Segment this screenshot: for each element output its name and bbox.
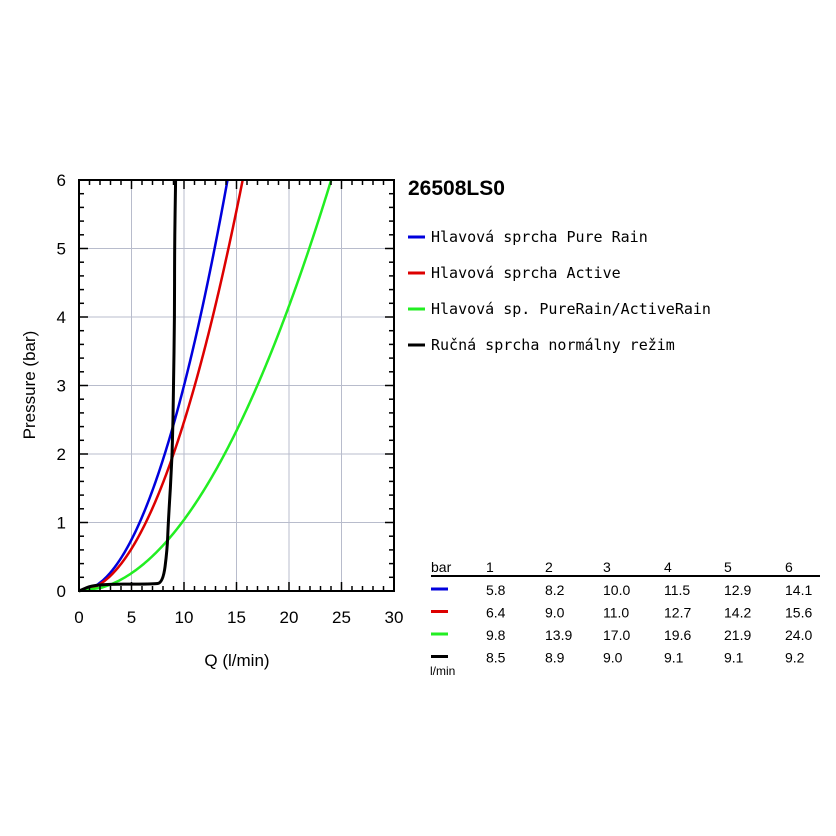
legend-label: Hlavová sprcha Pure Rain (431, 228, 648, 246)
table-cell: 13.9 (545, 627, 572, 643)
table-cell: 9.2 (785, 650, 805, 666)
table-column-header: 5 (724, 559, 732, 575)
legend-label: Hlavová sp. PureRain/ActiveRain (431, 300, 711, 318)
table-cell: 8.2 (545, 582, 565, 598)
x-tick-label: 15 (227, 608, 246, 627)
y-tick-label: 6 (57, 171, 66, 190)
legend: Hlavová sprcha Pure Rain Hlavová sprcha A… (408, 228, 711, 354)
table-cell: 11.5 (664, 582, 690, 598)
table-cell: 21.9 (724, 627, 751, 643)
x-tick-label: 5 (127, 608, 136, 627)
series-curve (78, 179, 229, 593)
table-cell: 9.8 (486, 627, 506, 643)
table-column-header: 4 (664, 559, 672, 575)
table-cell: 19.6 (664, 627, 691, 643)
series-curve (78, 179, 178, 593)
table-cell: 14.2 (724, 605, 751, 621)
table-cell: 12.9 (724, 582, 751, 598)
table-cell: 24.0 (785, 627, 812, 643)
x-tick-label: 30 (385, 608, 404, 627)
table-cell: 9.0 (603, 650, 623, 666)
table-column-header: 3 (603, 559, 611, 575)
x-axis-title: Q (l/min) (204, 651, 269, 670)
y-tick-label: 4 (57, 308, 66, 327)
series-curve (78, 179, 333, 593)
table-cell: 9.1 (664, 650, 684, 666)
chart-curves (78, 179, 333, 593)
x-tick-label: 25 (332, 608, 351, 627)
y-tick-label: 2 (57, 445, 66, 464)
table-cell: 9.0 (545, 605, 565, 621)
table-cell: 10.0 (603, 582, 630, 598)
table-unit-label: l/min (430, 664, 455, 678)
x-tick-label: 10 (175, 608, 194, 627)
table-cell: 15.6 (785, 605, 812, 621)
legend-label: Hlavová sprcha Active (431, 264, 621, 282)
chart-tick-labels: 0 5 10 15 20 25 30 0 1 2 3 4 5 6 (57, 171, 404, 627)
chart-ticks (78, 179, 395, 592)
table-column-header: 2 (545, 559, 553, 575)
table-column-header: 1 (486, 559, 494, 575)
chart-grid (79, 180, 394, 591)
table-cell: 6.4 (486, 605, 506, 621)
y-axis-title: Pressure (bar) (20, 331, 39, 440)
table-cell: 8.5 (486, 650, 506, 666)
table-cell: 12.7 (664, 605, 691, 621)
y-tick-label: 0 (57, 582, 66, 601)
table-cell: 17.0 (603, 627, 630, 643)
y-tick-label: 3 (57, 377, 66, 396)
table-cell: 8.9 (545, 650, 565, 666)
flow-table: bar 1 2 3 4 5 6 5.8 8.2 10.0 11.5 12.9 14.1 6.4 9.0 11.… (430, 559, 820, 678)
table-header-label: bar (431, 559, 452, 575)
table-cell: 5.8 (486, 582, 506, 598)
model-title: 26508LS0 (408, 177, 505, 200)
y-tick-label: 5 (57, 240, 66, 259)
series-curve (78, 179, 244, 593)
table-cell: 14.1 (785, 582, 812, 598)
x-tick-label: 20 (280, 608, 299, 627)
table-cell: 11.0 (603, 605, 629, 621)
y-tick-label: 1 (57, 514, 66, 533)
legend-label: Ručná sprcha normálny režim (431, 336, 675, 354)
x-tick-label: 0 (74, 608, 83, 627)
table-cell: 9.1 (724, 650, 744, 666)
table-column-header: 6 (785, 559, 793, 575)
